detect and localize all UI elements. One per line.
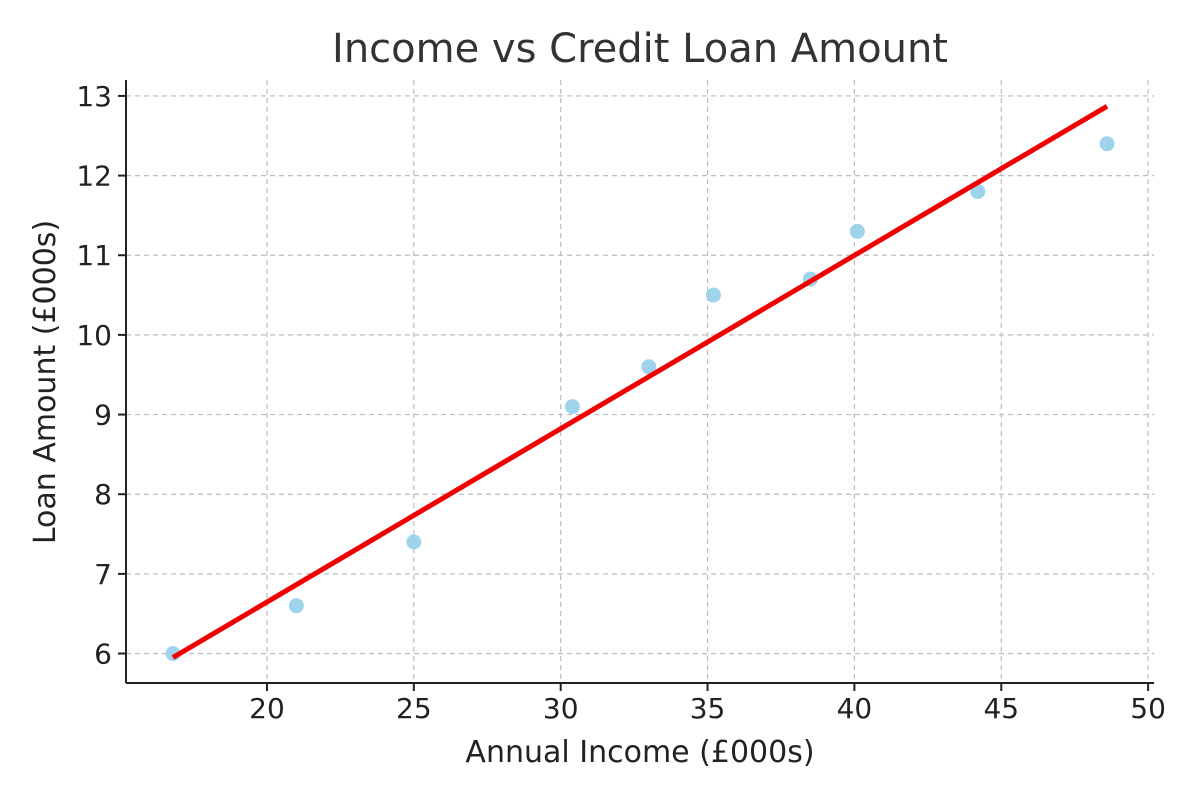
scatter-point-3 (564, 399, 580, 415)
x-tick-label-2: 30 (543, 692, 579, 725)
x-tick-label-4: 40 (837, 692, 873, 725)
scatter-point-2 (406, 534, 422, 550)
x-axis-label: Annual Income (£000s) (465, 735, 814, 770)
y-ticks: 6 7 8 9 10 11 12 13 (76, 80, 126, 671)
x-ticks: 20 25 30 35 40 45 50 (249, 683, 1166, 725)
y-axis-label: Loan Amount (£000s) (28, 220, 63, 544)
scatter-point-4 (641, 359, 657, 375)
grid (126, 80, 1154, 683)
y-tick-label-5: 11 (76, 239, 112, 272)
scatter-point-8 (970, 184, 986, 200)
scatter-point-7 (849, 223, 865, 239)
y-tick-label-7: 13 (76, 80, 112, 113)
x-tick-label-3: 35 (690, 692, 726, 725)
x-tick-label-1: 25 (396, 692, 432, 725)
y-tick-label-0: 6 (94, 638, 112, 671)
x-tick-label-0: 20 (249, 692, 285, 725)
scatter-point-9 (1099, 136, 1115, 152)
y-tick-label-2: 8 (94, 478, 112, 511)
y-tick-label-6: 12 (76, 160, 112, 193)
scatter-point-1 (288, 598, 304, 614)
y-tick-label-4: 10 (76, 319, 112, 352)
y-tick-label-1: 7 (94, 558, 112, 591)
scatter-point-5 (705, 287, 721, 303)
x-tick-label-5: 45 (983, 692, 1019, 725)
data-marks (165, 104, 1115, 662)
trend-line (171, 104, 1109, 660)
axes (125, 80, 1154, 684)
x-tick-label-6: 50 (1130, 692, 1166, 725)
chart-title: Income vs Credit Loan Amount (332, 26, 948, 72)
y-tick-label-3: 9 (94, 399, 112, 432)
